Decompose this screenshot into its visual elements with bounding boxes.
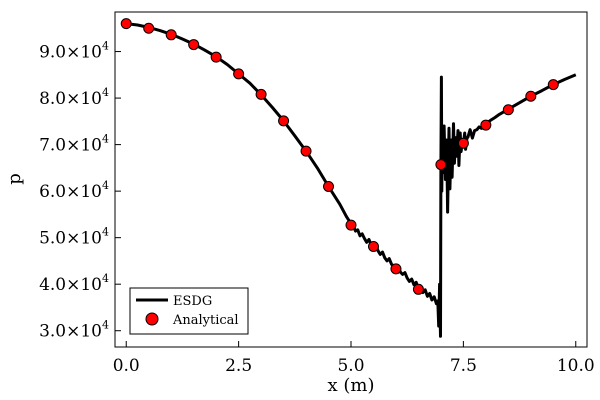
y-tick-label: 5.0×104	[39, 226, 109, 249]
x-tick-label: 2.5	[225, 356, 252, 376]
x-tick-label: 0.0	[113, 356, 140, 376]
y-tick-exponent: 4	[102, 40, 109, 53]
x-tick-label: 5.0	[337, 356, 364, 376]
x-axis-ticks: 0.0 2.5 5.0 7.5 10.0	[113, 341, 595, 376]
y-tick-exponent: 4	[102, 179, 109, 192]
y-tick-label: 8.0×104	[39, 86, 109, 109]
y-tick-label: 3.0×104	[39, 319, 109, 342]
analytical-point	[278, 115, 290, 127]
y-tick-mantissa: 7.0×10	[39, 136, 102, 156]
y-tick-mantissa: 8.0×10	[39, 89, 102, 109]
analytical-point	[390, 263, 402, 275]
analytical-point	[300, 145, 312, 157]
analytical-point	[367, 241, 379, 252]
y-tick-exponent: 4	[102, 272, 109, 285]
y-tick-exponent: 4	[102, 133, 109, 146]
analytical-point	[323, 180, 335, 192]
legend-label-analytical: Analytical	[172, 313, 239, 328]
analytical-point	[480, 119, 492, 131]
analytical-point	[210, 51, 222, 63]
analytical-point	[233, 68, 245, 80]
y-tick-mantissa: 4.0×10	[39, 275, 102, 295]
y-tick-exponent: 4	[102, 319, 109, 332]
legend-label-esdg: ESDG	[173, 294, 212, 309]
legend-box	[129, 287, 249, 335]
series-layer	[120, 18, 577, 338]
analytical-point	[255, 88, 267, 100]
y-tick-label: 6.0×104	[39, 179, 109, 202]
y-tick-label: 4.0×104	[39, 272, 109, 295]
legend-marker-analytical	[145, 312, 159, 326]
analytical-point	[165, 29, 177, 41]
y-tick-mantissa: 3.0×10	[39, 322, 102, 342]
x-tick-label: 7.5	[450, 356, 477, 376]
y-axis-label: p	[4, 173, 25, 185]
analytical-point	[412, 283, 424, 295]
analytical-point	[547, 79, 559, 91]
analytical-point	[143, 22, 155, 34]
y-axis-ticks: 3.0×1044.0×1045.0×1046.0×1047.0×1048.0×1…	[39, 40, 121, 342]
x-axis-label: x (m)	[328, 375, 375, 396]
y-tick-mantissa: 5.0×10	[39, 229, 102, 249]
y-tick-mantissa: 9.0×10	[39, 43, 102, 63]
analytical-point	[188, 39, 200, 51]
analytical-point	[120, 18, 132, 30]
analytical-point	[435, 159, 447, 171]
analytical-point	[525, 90, 537, 102]
x-tick-label: 10.0	[557, 356, 595, 376]
analytical-point	[457, 137, 469, 149]
y-tick-exponent: 4	[102, 86, 109, 99]
y-tick-label: 7.0×104	[39, 133, 109, 156]
analytical-point	[345, 219, 357, 231]
y-tick-mantissa: 6.0×10	[39, 182, 102, 202]
analytical-point	[502, 104, 514, 116]
y-tick-exponent: 4	[102, 226, 109, 239]
y-tick-label: 9.0×104	[39, 40, 109, 63]
legend: ESDG Analytical	[129, 287, 249, 335]
